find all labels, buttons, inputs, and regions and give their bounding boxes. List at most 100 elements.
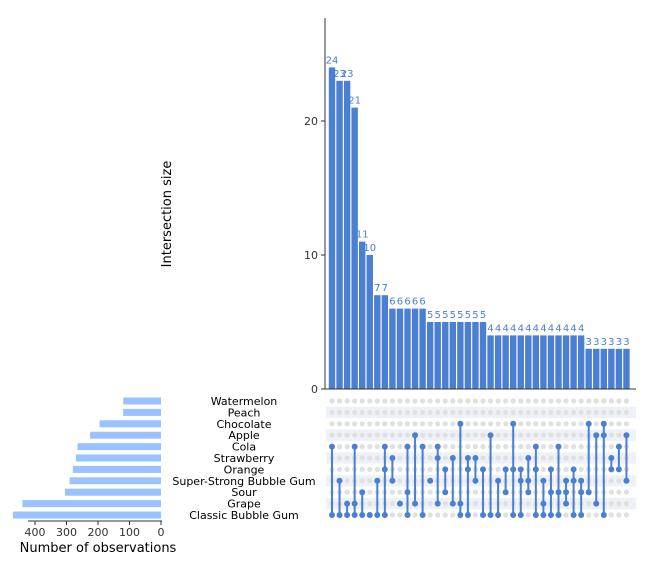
matrix-dot-inactive (367, 409, 373, 415)
matrix-dot-inactive (359, 409, 365, 415)
matrix-dot-active (480, 512, 486, 518)
intersection-value-label: 21 (348, 96, 361, 107)
matrix-dot-inactive (465, 421, 471, 427)
matrix-dot-active (472, 455, 479, 461)
matrix-dot-inactive (480, 409, 486, 415)
intersection-bar (396, 308, 404, 389)
matrix-dot-active (381, 466, 388, 473)
matrix-dot-active (525, 477, 532, 484)
matrix-dot-inactive (382, 432, 388, 438)
set-label: Orange (224, 463, 265, 476)
matrix-dot-active (336, 512, 343, 518)
matrix-dot-inactive (336, 421, 343, 427)
matrix-dot-active (457, 512, 464, 518)
intersection-bar (411, 308, 419, 389)
matrix-dot-active (578, 489, 585, 496)
matrix-dot-inactive (367, 501, 373, 507)
matrix-dot-inactive (374, 444, 380, 450)
matrix-dot-inactive (571, 409, 577, 415)
matrix-dot-inactive (616, 512, 622, 518)
intersection-value-label: 3 (601, 337, 607, 348)
matrix-dot-inactive (540, 398, 547, 404)
matrix-dot-active (344, 500, 351, 507)
matrix-dot-inactive (495, 398, 501, 404)
intersection-value-label: 5 (442, 310, 448, 321)
matrix-dot-inactive (616, 501, 622, 507)
matrix-dot-active (396, 500, 403, 507)
set-size-bar (22, 500, 162, 508)
matrix-dot-inactive (548, 409, 554, 415)
intersection-bar (351, 107, 358, 389)
matrix-dot-inactive (359, 444, 365, 450)
intersection-value-label: 3 (616, 337, 622, 348)
matrix-dot-inactive (495, 455, 501, 461)
matrix-dot-inactive (374, 421, 380, 427)
intersection-value-label: 4 (502, 323, 508, 334)
matrix-dot-inactive (336, 466, 343, 472)
matrix-dot-active (517, 466, 524, 473)
matrix-dot-inactive (359, 478, 365, 484)
intersection-value-label: 4 (518, 323, 524, 334)
matrix-dot-inactive (344, 409, 350, 415)
matrix-dot-active (593, 432, 600, 439)
matrix-dot-inactive (450, 409, 456, 415)
intersection-value-label: 5 (472, 310, 478, 321)
matrix-dot-active (615, 443, 622, 450)
matrix-dot-inactive (472, 501, 479, 507)
intersection-bar (442, 322, 449, 389)
matrix-dot-inactive (578, 409, 584, 415)
intersection-value-label: 5 (427, 310, 433, 321)
matrix-dot-inactive (367, 478, 373, 484)
matrix-dot-inactive (563, 409, 569, 415)
intersection-bar (577, 335, 585, 389)
matrix-dot-inactive (336, 444, 343, 450)
matrix-dot-inactive (404, 432, 411, 438)
matrix-dot-inactive (623, 421, 630, 427)
matrix-dot-active (615, 466, 622, 473)
set-label: Sour (231, 486, 257, 499)
matrix-dot-inactive (374, 455, 380, 461)
matrix-dot-active (540, 500, 547, 507)
matrix-dot-inactive (404, 421, 411, 427)
matrix-dot-active (404, 512, 411, 518)
matrix-dot-inactive (329, 432, 335, 438)
matrix-dot-inactive (495, 409, 501, 415)
matrix-dot-inactive (412, 409, 418, 415)
matrix-dot-inactive (480, 398, 486, 404)
matrix-dot-inactive (344, 478, 350, 484)
set-label: Cola (232, 441, 256, 454)
matrix-dot-inactive (555, 432, 562, 438)
matrix-dot-inactive (472, 432, 479, 438)
matrix-dot-inactive (540, 466, 547, 472)
matrix-dot-inactive (412, 512, 418, 518)
intersection-y-axis: 0 10 20 (304, 18, 636, 396)
matrix-dot-inactive (487, 409, 494, 415)
matrix-dot-inactive (525, 512, 531, 518)
matrix-dot-active (464, 466, 471, 473)
matrix-dot-active (532, 443, 539, 450)
intersection-value-label: 5 (465, 310, 471, 321)
matrix-dot-active (623, 432, 630, 439)
matrix-dot-inactive (427, 466, 433, 472)
intersection-value-label: 4 (548, 323, 554, 334)
matrix-dot-inactive (435, 398, 441, 404)
intersection-bar (555, 335, 562, 389)
matrix-dot-inactive (352, 398, 358, 404)
matrix-dot-active (555, 512, 562, 518)
matrix-dot-inactive (397, 409, 403, 415)
matrix-dot-active (517, 512, 524, 518)
matrix-dot-inactive (389, 398, 395, 404)
matrix-dot-active (359, 489, 366, 496)
matrix-dot-inactive (389, 421, 395, 427)
matrix-dot-inactive (442, 455, 448, 461)
matrix-dot-active (389, 477, 396, 484)
set-label: Classic Bubble Gum (189, 509, 299, 522)
matrix-dot-inactive (427, 421, 433, 427)
set-size-bar (72, 465, 161, 473)
matrix-dot-active (457, 420, 464, 427)
intersection-bar (374, 295, 381, 389)
matrix-dot-inactive (427, 398, 433, 404)
matrix-dot-inactive (367, 398, 373, 404)
set-size-bar (90, 431, 161, 439)
